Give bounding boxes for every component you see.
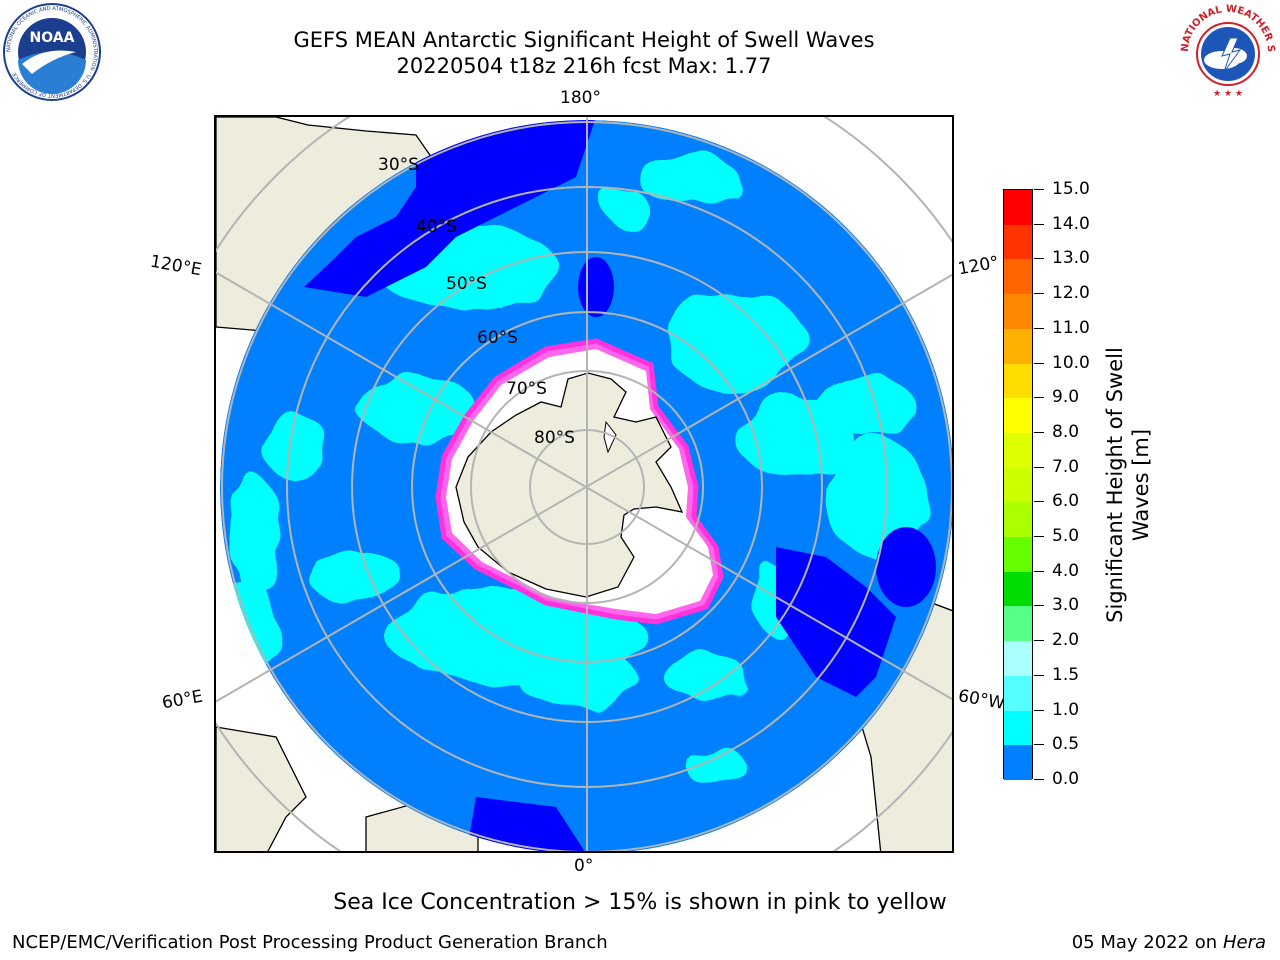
lon-label-120e: 120°E xyxy=(148,251,204,281)
lat-label-30s: 30°S xyxy=(378,155,419,175)
colorbar-tick xyxy=(1034,605,1044,607)
colorbar-tick-label: 14.0 xyxy=(1052,213,1090,234)
lat-label-70s: 70°S xyxy=(506,379,547,399)
lon-label-120w: 120° xyxy=(956,252,1001,280)
sea-ice-note: Sea Ice Concentration > 15% is shown in … xyxy=(333,890,947,915)
nws-logo: NATIONAL WEATHER SERVICE ★ ★ ★ xyxy=(1178,2,1276,99)
colorbar-segment xyxy=(1004,190,1032,225)
colorbar-tick xyxy=(1034,362,1044,364)
svg-text:★ ★ ★: ★ ★ ★ xyxy=(1213,89,1243,99)
lon-label-60w: 60°W xyxy=(956,686,1007,714)
map-panel: 30°S 40°S 50°S 60°S 70°S 80°S xyxy=(214,115,954,853)
colorbar-tick-label: 12.0 xyxy=(1052,283,1090,304)
colorbar-tick xyxy=(1034,744,1044,746)
lon-label-0: 0° xyxy=(574,856,594,876)
footer-date: 05 May 2022 on Hera xyxy=(1072,932,1266,953)
lon-label-180: 180° xyxy=(560,88,601,108)
footer-machine: Hera xyxy=(1222,932,1266,953)
colorbar-tick-label: 9.0 xyxy=(1052,387,1080,408)
colorbar-segment xyxy=(1004,745,1032,780)
noaa-logo: NOAA NATIONAL OCEANIC AND ATMOSPHERIC AD… xyxy=(3,3,101,101)
colorbar-tick-label: 6.0 xyxy=(1052,491,1080,512)
colorbar-tick xyxy=(1034,536,1044,538)
colorbar-tick xyxy=(1034,397,1044,399)
colorbar-tick-label: 0.5 xyxy=(1052,734,1080,755)
colorbar-tick xyxy=(1034,640,1044,642)
colorbar-tick xyxy=(1034,709,1044,711)
colorbar-tick xyxy=(1034,293,1044,295)
antarctica xyxy=(455,372,684,598)
colorbar-tick-label: 1.5 xyxy=(1052,664,1080,685)
colorbar-tick-label: 13.0 xyxy=(1052,248,1090,269)
lat-label-40s: 40°S xyxy=(416,217,457,237)
colorbar-segment xyxy=(1004,294,1032,329)
colorbar-tick xyxy=(1034,223,1044,225)
colorbar-segment xyxy=(1004,328,1032,364)
colorbar-segment xyxy=(1004,502,1032,538)
graticule xyxy=(216,117,952,851)
lon-label-60e: 60°E xyxy=(160,686,205,714)
colorbar-segment xyxy=(1004,606,1032,642)
colorbar-tick xyxy=(1034,674,1044,676)
colorbar xyxy=(1003,189,1033,780)
colorbar-segment xyxy=(1004,641,1032,676)
polar-map: 30°S 40°S 50°S 60°S 70°S 80°S xyxy=(216,117,952,851)
colorbar-segment xyxy=(1004,398,1032,433)
colorbar-tick-label: 11.0 xyxy=(1052,317,1090,338)
colorbar-tick xyxy=(1034,327,1044,329)
colorbar-segment xyxy=(1004,259,1032,295)
lat-label-80s: 80°S xyxy=(534,428,575,448)
lat-label-60s: 60°S xyxy=(477,328,518,348)
colorbar-tick xyxy=(1034,189,1044,190)
colorbar-segment xyxy=(1004,710,1032,746)
colorbar-segment xyxy=(1004,432,1032,468)
colorbar-tick xyxy=(1034,431,1044,433)
colorbar-segment xyxy=(1004,224,1032,260)
colorbar-tick-label: 2.0 xyxy=(1052,630,1080,651)
colorbar-label-line2: Waves [m] xyxy=(1129,428,1153,542)
noaa-logo-text: NOAA xyxy=(30,30,75,46)
footer-date-text: 05 May 2022 on xyxy=(1071,932,1218,953)
colorbar-tick xyxy=(1034,466,1044,468)
colorbar-segment xyxy=(1004,467,1032,503)
colorbar-tick-label: 0.0 xyxy=(1052,769,1080,789)
footer-credit: NCEP/EMC/Verification Post Processing Pr… xyxy=(12,932,608,953)
colorbar-tick xyxy=(1034,501,1044,503)
colorbar-segment xyxy=(1004,363,1032,399)
colorbar-tick-label: 5.0 xyxy=(1052,526,1080,547)
chart-title: GEFS MEAN Antarctic Significant Height o… xyxy=(293,28,875,52)
chart-subtitle: 20220504 t18z 216h fcst Max: 1.77 xyxy=(396,54,772,78)
lat-label-50s: 50°S xyxy=(446,274,487,294)
colorbar-tick xyxy=(1034,258,1044,260)
colorbar-tick-label: 3.0 xyxy=(1052,595,1080,616)
colorbar-tick xyxy=(1034,570,1044,572)
colorbar-tick-label: 10.0 xyxy=(1052,352,1090,373)
colorbar-label-line1: Significant Height of Swell xyxy=(1103,347,1127,623)
colorbar-tick-label: 4.0 xyxy=(1052,560,1080,581)
colorbar-segment xyxy=(1004,571,1032,607)
colorbar-tick-label: 8.0 xyxy=(1052,421,1080,442)
colorbar-segment xyxy=(1004,537,1032,572)
colorbar-tick-label: 1.0 xyxy=(1052,699,1080,720)
colorbar-segment xyxy=(1004,675,1032,711)
colorbar-tick-label: 7.0 xyxy=(1052,456,1080,477)
colorbar-tick-label: 15.0 xyxy=(1052,179,1090,199)
colorbar-tick xyxy=(1034,779,1044,780)
colorbar-label: Significant Height of Swell Waves [m] xyxy=(1102,315,1154,655)
